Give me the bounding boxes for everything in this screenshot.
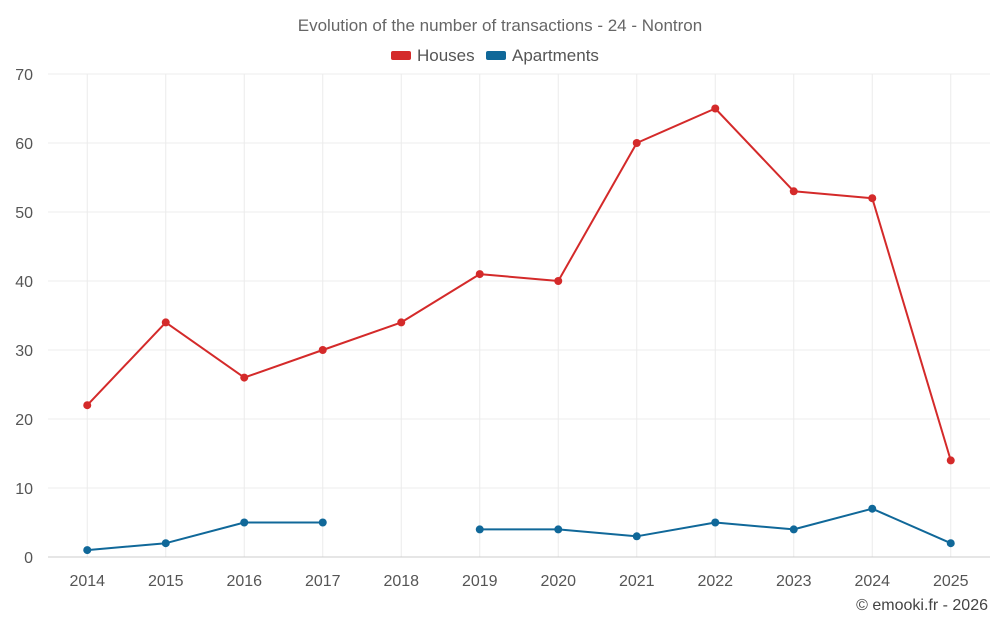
data-point-houses[interactable]: [554, 277, 563, 285]
grid: [48, 73, 990, 558]
data-point-apartments[interactable]: [868, 504, 877, 513]
data-point-apartments[interactable]: [83, 546, 92, 555]
data-point-houses[interactable]: [83, 401, 92, 410]
data-point-houses[interactable]: [397, 318, 406, 327]
data-point-apartments[interactable]: [946, 539, 955, 548]
legend-swatch-apartments: [486, 51, 506, 60]
data-point-houses[interactable]: [868, 194, 877, 203]
data-point-houses[interactable]: [789, 187, 798, 196]
data-point-apartments[interactable]: [554, 525, 563, 534]
y-tick-label: 70: [15, 67, 33, 84]
legend-label-apartments[interactable]: Apartments: [512, 46, 599, 65]
x-tick-label: 2020: [540, 573, 576, 590]
x-tick-label: 2025: [933, 573, 969, 590]
y-tick-label: 0: [24, 550, 33, 567]
x-tick-label: 2023: [776, 573, 812, 590]
x-tick-label: 2014: [69, 573, 105, 590]
x-tick-label: 2016: [226, 573, 262, 590]
data-point-houses[interactable]: [318, 346, 327, 354]
data-point-apartments[interactable]: [711, 518, 720, 527]
data-point-apartments[interactable]: [632, 532, 641, 541]
x-tick-label: 2018: [383, 573, 419, 590]
series-houses: [83, 104, 955, 465]
data-point-houses[interactable]: [240, 373, 249, 382]
x-tick-label: 2022: [697, 573, 733, 590]
series-line-apartments: [87, 521, 323, 552]
series-group: [83, 104, 955, 555]
y-tick-label: 20: [15, 412, 33, 429]
x-axis: 2014 2015 2016 2017 2018 2019 2020 2021 2022 2023…: [48, 556, 990, 590]
x-tick-label: 2017: [305, 573, 341, 590]
data-point-houses[interactable]: [711, 104, 720, 113]
x-tick-label: 2019: [462, 573, 498, 590]
credit-text: © emooki.fr - 2026: [856, 597, 988, 614]
data-point-apartments[interactable]: [475, 525, 484, 534]
y-tick-label: 60: [15, 136, 33, 153]
data-point-apartments[interactable]: [318, 518, 327, 527]
y-tick-label: 50: [15, 205, 33, 222]
legend: Houses Apartments: [391, 46, 599, 65]
legend-label-houses[interactable]: Houses: [417, 46, 475, 65]
y-tick-label: 10: [15, 481, 33, 498]
y-tick-label: 40: [15, 274, 33, 291]
legend-swatch-houses: [391, 51, 411, 60]
x-tick-label: 2015: [148, 573, 184, 590]
data-point-houses[interactable]: [632, 139, 641, 147]
data-point-apartments[interactable]: [789, 525, 798, 534]
series-apartments: [83, 504, 955, 555]
y-tick-label: 30: [15, 343, 33, 360]
data-point-houses[interactable]: [946, 456, 955, 465]
chart-title: Evolution of the number of transactions …: [298, 16, 702, 35]
data-point-houses[interactable]: [475, 270, 484, 279]
series-line-houses: [86, 107, 952, 461]
y-axis: 0 10 20 30 40 50 60 70: [15, 67, 33, 567]
data-point-apartments[interactable]: [240, 518, 249, 527]
x-tick-label: 2024: [854, 573, 890, 590]
x-tick-label: 2021: [619, 573, 655, 590]
data-point-apartments[interactable]: [161, 539, 170, 548]
data-point-houses[interactable]: [161, 318, 170, 327]
